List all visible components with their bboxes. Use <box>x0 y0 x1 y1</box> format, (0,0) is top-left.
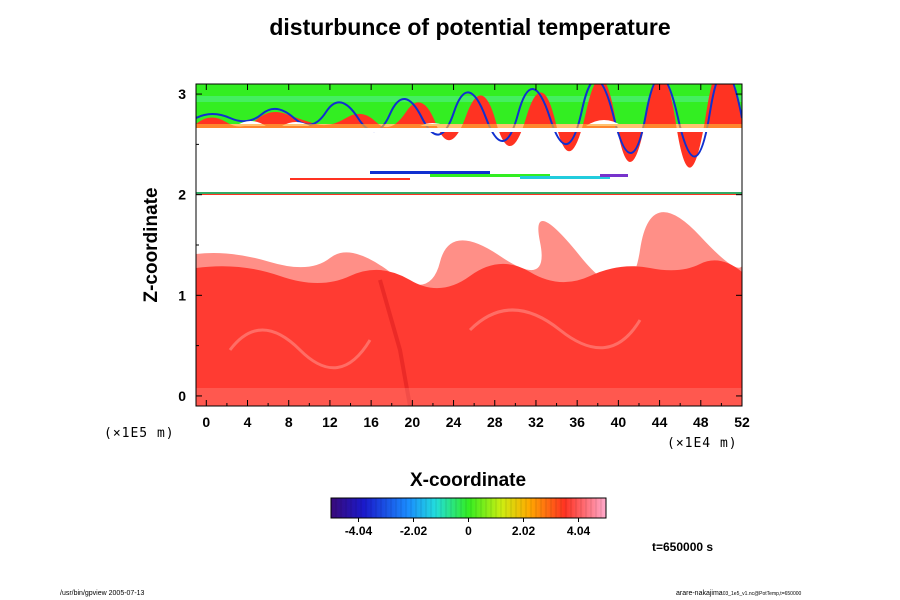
upper-cyan-streak <box>196 96 742 102</box>
colorbar: -4.04 -2.02 0 2.02 4.04 <box>330 497 607 538</box>
x-tick-label: 12 <box>322 414 338 430</box>
x-tick-label: 0 <box>202 414 210 430</box>
z-scale-label: (×1E5 m) <box>104 426 175 441</box>
x-scale-label: (×1E4 m) <box>667 436 738 451</box>
field-layer <box>196 84 742 406</box>
lower-swirl-2 <box>468 308 642 350</box>
thin-band-red <box>290 178 410 180</box>
x-tick-label: 32 <box>528 414 544 430</box>
footer-right-main: arare-nakajima <box>676 590 723 597</box>
lower-bottom-band <box>196 388 742 406</box>
lower-red-layer <box>196 260 742 406</box>
colorbar-tick-label: -4.04 <box>345 524 373 538</box>
x-tick-label: 20 <box>405 414 421 430</box>
colorbar-gradient <box>331 498 606 518</box>
colorbar-tick-label: -2.02 <box>400 524 428 538</box>
colorbar-tick-label: 2.02 <box>512 524 536 538</box>
time-label: t=650000 s <box>652 540 714 554</box>
z-tick-label: 2 <box>178 187 186 203</box>
x-axis-label: X-coordinate <box>409 470 527 491</box>
thin-band-violet <box>600 174 628 177</box>
z-axis-label: Z-coordinate <box>141 187 162 303</box>
x-tick-label: 48 <box>693 414 709 430</box>
chart-title: disturbunce of potential temperature <box>269 14 671 40</box>
thin-band-green <box>430 174 550 177</box>
colorbar-tick-label: 0 <box>465 524 472 538</box>
lower-swirl-1 <box>228 328 372 370</box>
lower-plume <box>378 279 412 406</box>
z-tick-label: 1 <box>178 287 186 303</box>
x-tick-label: 40 <box>611 414 627 430</box>
upper-edge-white <box>196 128 742 132</box>
z-axis: 0 1 2 3 <box>178 86 742 404</box>
colorbar-ticks: -4.04 -2.02 0 2.02 4.04 <box>345 518 591 538</box>
x-axis: 0 4 8 12 16 20 24 28 32 36 40 44 48 52 <box>202 84 750 430</box>
x-tick-label: 44 <box>652 414 668 430</box>
interface-line-red <box>196 194 742 195</box>
thin-band-cyan <box>520 176 610 179</box>
colorbar-tick-label: 4.04 <box>567 524 591 538</box>
x-tick-label: 16 <box>363 414 379 430</box>
x-tick-label: 4 <box>244 414 252 430</box>
interface-line <box>196 192 742 195</box>
x-tick-label: 24 <box>446 414 462 430</box>
footer-right: arare-nakajima03_1e5_v1.nc@PotTemp,t=650… <box>676 590 801 597</box>
z-tick-label: 3 <box>178 86 186 102</box>
upper-edge-orange <box>196 124 742 128</box>
x-tick-label: 52 <box>734 414 750 430</box>
colorbar-cells <box>335 498 602 518</box>
x-tick-label: 28 <box>487 414 503 430</box>
upper-wave-red <box>196 84 742 168</box>
footer-left: /usr/bin/gpview 2005-07-13 <box>60 590 145 597</box>
z-tick-label: 0 <box>178 388 186 404</box>
footer-right-small: 03_1e5_v1.nc@PotTemp,t=650000 <box>722 591 802 597</box>
thin-band-blue <box>370 171 490 174</box>
x-tick-label: 8 <box>285 414 293 430</box>
x-tick-label: 36 <box>569 414 585 430</box>
